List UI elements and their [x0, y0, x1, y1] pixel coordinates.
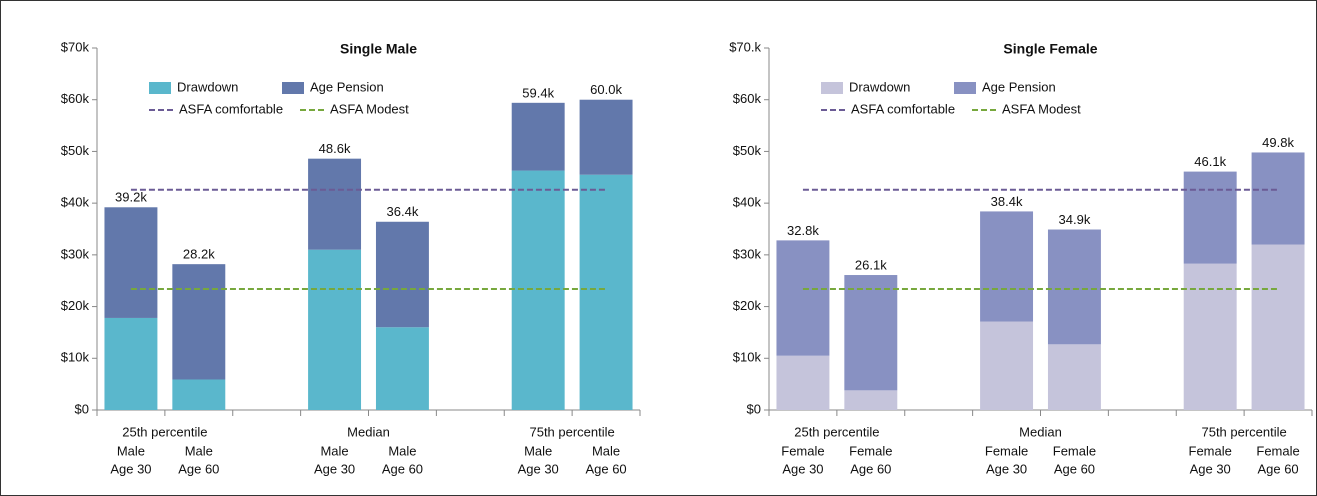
total-label: 36.4k	[387, 204, 419, 219]
bar-segment	[1183, 263, 1237, 410]
x-tick-label: Male	[320, 443, 348, 458]
bar-segment	[375, 327, 429, 410]
y-tick-label: $30k	[733, 246, 762, 261]
x-tick-label: Age 30	[1190, 461, 1231, 476]
x-tick-label: Female	[781, 443, 824, 458]
x-tick-label: Female	[1256, 443, 1299, 458]
x-tick-label: Male	[117, 443, 145, 458]
x-tick-label: Age 60	[1054, 461, 1095, 476]
chart-title: Single Female	[1003, 41, 1097, 57]
bar-segment	[776, 355, 830, 410]
y-tick-label: $40k	[733, 195, 762, 210]
y-tick-label: $60k	[61, 91, 90, 106]
group-label: Median	[1019, 424, 1062, 439]
total-label: 60.0k	[590, 82, 622, 97]
x-tick-label: Female	[985, 443, 1028, 458]
total-label: 38.4k	[991, 194, 1023, 209]
legend-swatch	[282, 82, 304, 94]
legend-label: ASFA Modest	[1002, 101, 1081, 116]
y-tick-label: $0	[75, 401, 89, 416]
bar-segment	[1047, 229, 1101, 345]
group-label: 25th percentile	[122, 424, 207, 439]
bar-segment	[1183, 171, 1237, 264]
total-label: 48.6k	[319, 141, 351, 156]
bar-segment	[1251, 152, 1305, 245]
bar-segment	[308, 158, 362, 250]
bar-segment	[104, 317, 158, 410]
group-label: Median	[347, 424, 390, 439]
bar-segment	[1251, 244, 1305, 410]
bar-segment	[980, 211, 1034, 322]
y-tick-label: $10k	[733, 350, 762, 365]
y-tick-label: $10k	[61, 350, 90, 365]
y-tick-label: $70k	[61, 39, 90, 54]
x-tick-label: Age 60	[382, 461, 423, 476]
legend-label: Age Pension	[982, 79, 1056, 94]
bar-segment	[579, 99, 633, 175]
x-tick-label: Age 30	[110, 461, 151, 476]
bar-segment	[776, 240, 830, 356]
total-label: 59.4k	[522, 85, 554, 100]
total-label: 28.2k	[183, 247, 215, 262]
group-label: 25th percentile	[794, 424, 879, 439]
legend-label: Drawdown	[177, 79, 238, 94]
total-label: 49.8k	[1262, 135, 1294, 150]
bar-segment	[844, 275, 898, 391]
legend-swatch	[821, 82, 843, 94]
bar-segment	[1047, 344, 1101, 410]
y-tick-label: $30k	[61, 246, 90, 261]
x-tick-label: Age 30	[782, 461, 823, 476]
x-tick-label: Age 60	[178, 461, 219, 476]
bar-segment	[511, 170, 565, 410]
bar-segment	[172, 264, 226, 380]
legend-swatch	[149, 82, 171, 94]
total-label: 34.9k	[1059, 212, 1091, 227]
x-tick-label: Age 30	[518, 461, 559, 476]
bar-segment	[172, 379, 226, 410]
legend-label: Age Pension	[310, 79, 384, 94]
bar-segment	[511, 102, 565, 171]
legend-swatch	[954, 82, 976, 94]
x-tick-label: Female	[849, 443, 892, 458]
x-tick-label: Age 60	[585, 461, 626, 476]
bar-segment	[308, 249, 362, 410]
x-tick-label: Age 30	[314, 461, 355, 476]
legend-label: ASFA comfortable	[179, 101, 283, 116]
y-tick-label: $40k	[61, 195, 90, 210]
group-label: 75th percentile	[529, 424, 614, 439]
total-label: 32.8k	[787, 223, 819, 238]
x-tick-label: Age 30	[986, 461, 1027, 476]
y-tick-label: $70.k	[729, 39, 761, 54]
x-tick-label: Male	[592, 443, 620, 458]
total-label: 39.2k	[115, 190, 147, 205]
bar-segment	[579, 174, 633, 410]
x-tick-label: Male	[388, 443, 416, 458]
x-tick-label: Female	[1189, 443, 1232, 458]
x-tick-label: Male	[185, 443, 213, 458]
y-tick-label: $60k	[733, 91, 762, 106]
legend-label: ASFA comfortable	[851, 101, 955, 116]
x-tick-label: Age 60	[850, 461, 891, 476]
chart-title: Single Male	[340, 41, 417, 57]
legend-label: Drawdown	[849, 79, 910, 94]
bar-segment	[980, 321, 1034, 410]
bar-segment	[844, 390, 898, 410]
y-tick-label: $20k	[733, 298, 762, 313]
group-label: 75th percentile	[1201, 424, 1286, 439]
x-tick-label: Age 60	[1257, 461, 1298, 476]
bar-segment	[104, 207, 158, 318]
x-tick-label: Male	[524, 443, 552, 458]
y-tick-label: $20k	[61, 298, 90, 313]
y-tick-label: $50k	[61, 143, 90, 158]
legend-label: ASFA Modest	[330, 101, 409, 116]
x-tick-label: Female	[1053, 443, 1096, 458]
bar-segment	[375, 221, 429, 328]
y-tick-label: $0	[747, 401, 761, 416]
total-label: 46.1k	[1194, 154, 1226, 169]
total-label: 26.1k	[855, 257, 887, 272]
y-tick-label: $50k	[733, 143, 762, 158]
